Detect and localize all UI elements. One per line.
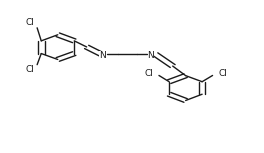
Text: N: N — [148, 51, 154, 60]
Text: Cl: Cl — [219, 69, 228, 78]
Text: N: N — [99, 51, 106, 60]
Text: Cl: Cl — [25, 65, 34, 74]
Text: Cl: Cl — [25, 19, 34, 27]
Text: Cl: Cl — [144, 69, 153, 78]
